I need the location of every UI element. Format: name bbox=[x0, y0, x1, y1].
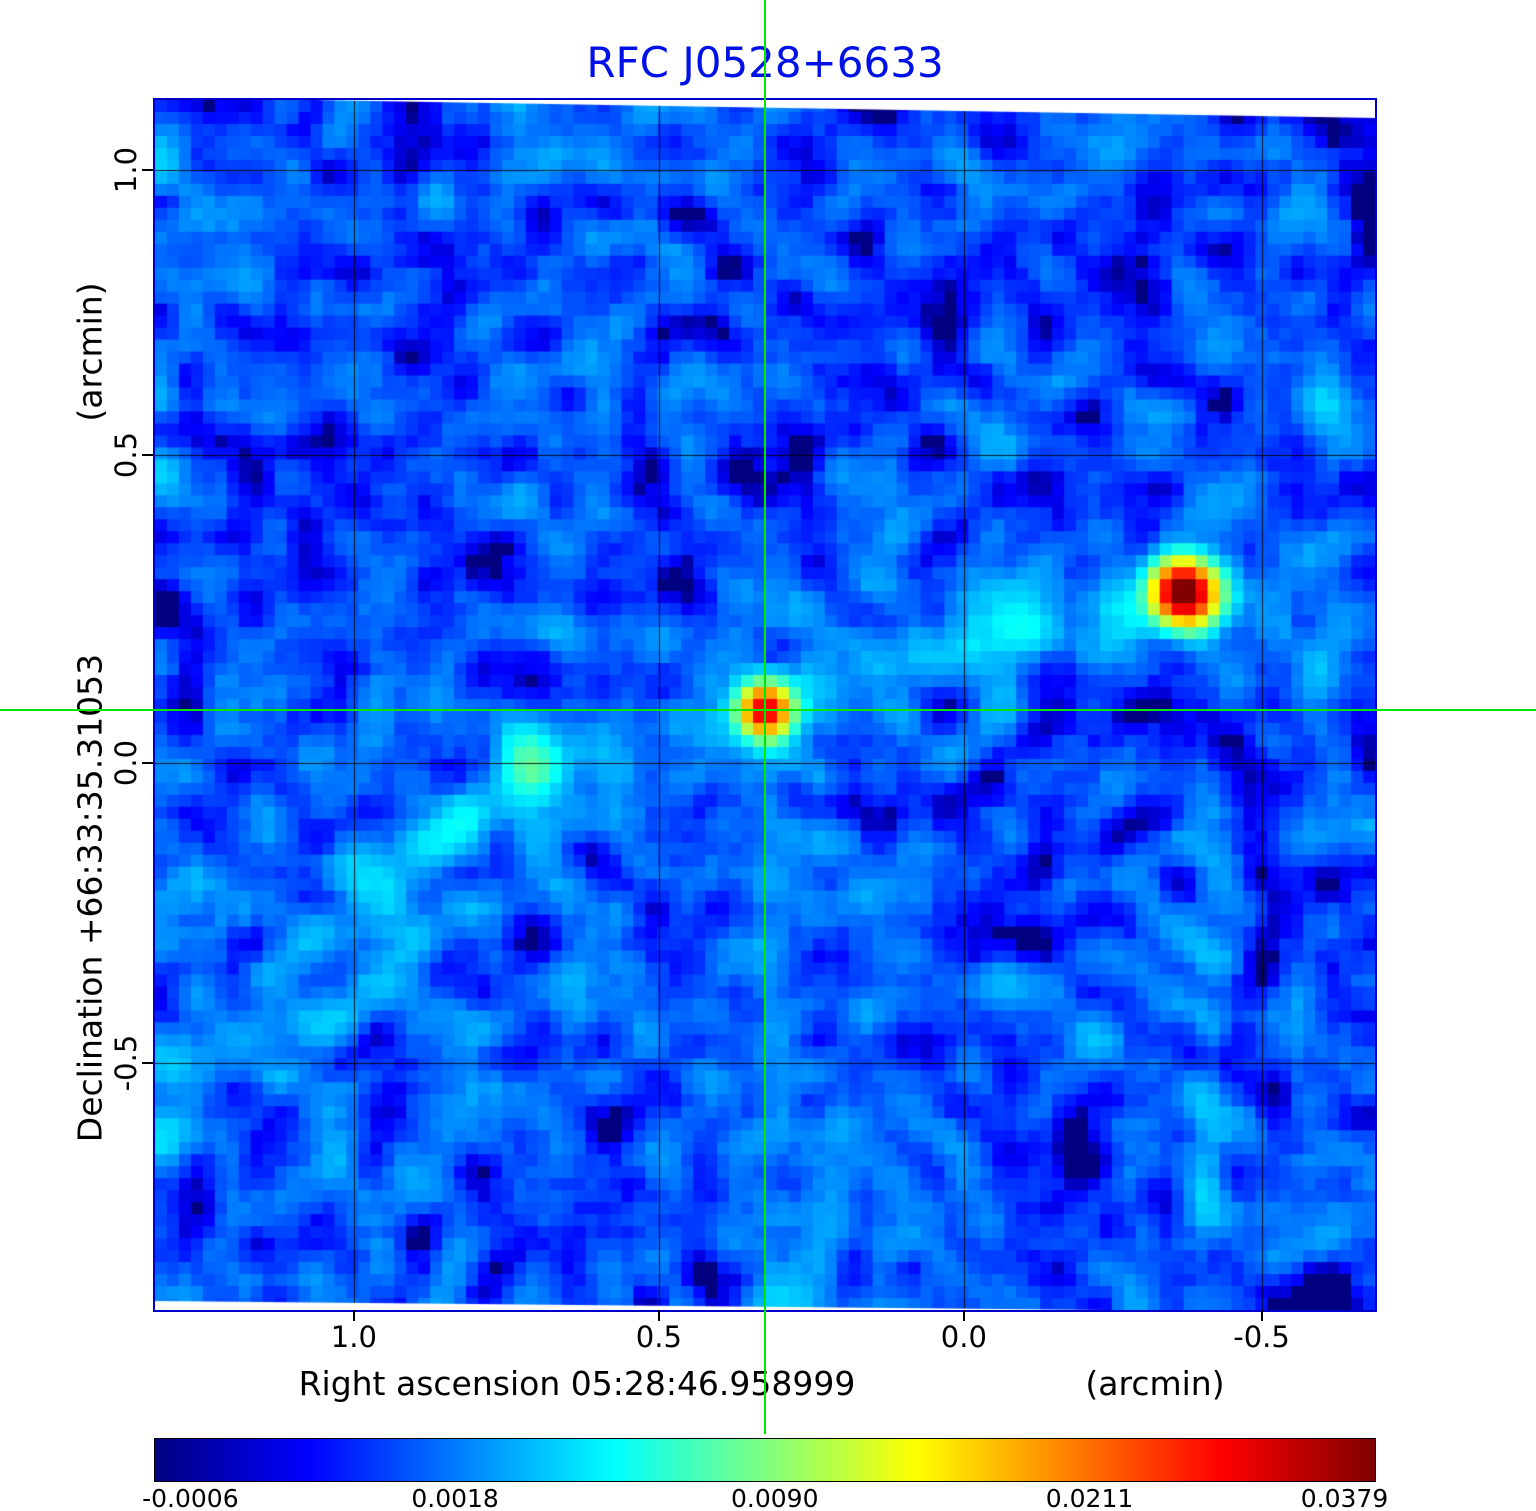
x-axis-unit-label: (arcmin) bbox=[1085, 1364, 1225, 1403]
y-tick-label: 0.5 bbox=[109, 431, 143, 478]
y-tick-mark bbox=[142, 453, 153, 456]
x-tick-mark bbox=[1260, 1310, 1263, 1321]
colorbar-tick-label: -0.0006 bbox=[142, 1484, 239, 1511]
x-tick-mark bbox=[962, 1310, 965, 1321]
y-tick-label: 1.0 bbox=[109, 147, 143, 194]
colorbar-gradient bbox=[155, 1439, 1375, 1481]
x-tick-mark bbox=[657, 1310, 660, 1321]
y-tick-label: -0.5 bbox=[109, 1034, 143, 1092]
colorbar-tick-label: 0.0018 bbox=[411, 1484, 499, 1511]
x-tick-label: -0.5 bbox=[1233, 1320, 1290, 1354]
y-tick-mark bbox=[142, 762, 153, 765]
colorbar bbox=[154, 1438, 1376, 1482]
x-tick-label: 0.0 bbox=[940, 1320, 987, 1354]
x-tick-label: 0.5 bbox=[635, 1320, 682, 1354]
y-tick-label: 0.0 bbox=[109, 740, 143, 787]
x-tick-label: 1.0 bbox=[330, 1320, 377, 1354]
colorbar-tick-label: 0.0379 bbox=[1300, 1484, 1389, 1511]
crosshair-horizontal-line bbox=[0, 708, 1536, 711]
colorbar-tick-label: 0.0211 bbox=[1045, 1484, 1134, 1511]
y-axis-unit-label: (arcmin) bbox=[70, 282, 110, 422]
y-tick-mark bbox=[142, 169, 153, 172]
crosshair-vertical-line bbox=[764, 0, 766, 1434]
y-tick-mark bbox=[142, 1062, 153, 1065]
x-tick-mark bbox=[352, 1310, 355, 1321]
colorbar-tick-label: 0.0090 bbox=[731, 1484, 819, 1511]
x-axis-label: Right ascension 05:28:46.958999 bbox=[298, 1364, 856, 1403]
y-axis-label: Declination +66:33:35.31053 bbox=[70, 653, 110, 1143]
